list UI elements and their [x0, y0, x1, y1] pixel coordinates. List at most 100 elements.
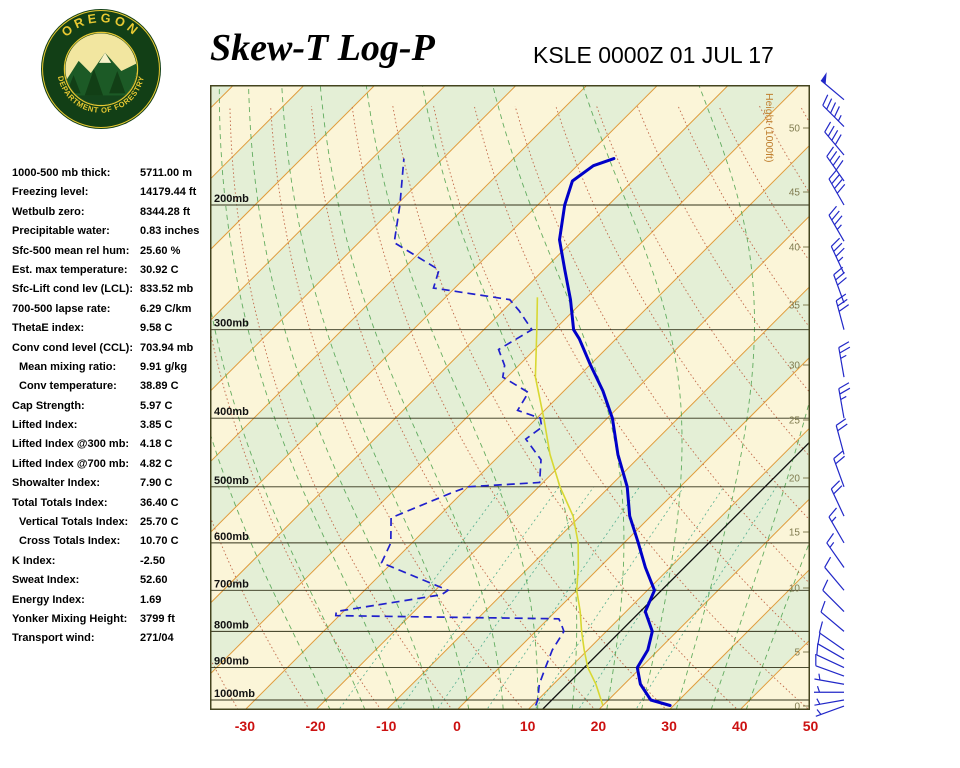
- temp-axis-tick-label: 10: [519, 718, 536, 734]
- wind-barb: [828, 205, 845, 242]
- index-value: 3799 ft: [140, 612, 175, 625]
- reference-line: [541, 440, 810, 710]
- index-value: -2.50: [140, 554, 166, 567]
- index-value: 833.52 mb: [140, 283, 194, 296]
- index-label: Cross Totals Index:: [19, 535, 121, 548]
- index-row: Conv temperature: 38.89 C: [12, 380, 212, 399]
- wind-barb: [822, 94, 845, 128]
- moist-adiabat-line: [218, 85, 401, 710]
- isotherm-line: [210, 85, 376, 251]
- pressure-label: 400mb: [214, 406, 249, 418]
- station-datetime: KSLE 0000Z 01 JUL 17: [533, 42, 774, 68]
- pressure-label: 300mb: [214, 318, 249, 330]
- pressure-label: 800mb: [214, 619, 249, 631]
- wind-barb: [828, 169, 846, 206]
- isotherm-line: [210, 85, 447, 322]
- index-label: Conv temperature:: [19, 380, 117, 393]
- moist-adiabat-line: [421, 85, 578, 710]
- index-label: 1000-500 mb thick:: [12, 167, 111, 179]
- wind-barb: [817, 632, 845, 660]
- mixing-ratio-line: [398, 486, 560, 710]
- index-row: Vertical Totals Index: 25.70 C: [12, 516, 212, 535]
- moist-adiabat-line: [210, 303, 366, 710]
- wind-barb-column: [814, 72, 851, 717]
- isotherm-line: [527, 426, 810, 710]
- plot-area: [210, 85, 810, 710]
- index-value: 271/04: [140, 632, 174, 645]
- index-label: Cap Strength:: [12, 399, 85, 412]
- odf-logo-seal: OREGON DEPARTMENT OF FORESTRY: [41, 9, 161, 129]
- index-label: Mean mixing ratio:: [19, 360, 117, 373]
- odf-logo: OREGON DEPARTMENT OF FORESTRY: [40, 8, 162, 130]
- pressure-label: 700mb: [214, 578, 249, 590]
- height-tick-label: 15: [789, 528, 801, 539]
- pressure-label: 200mb: [214, 193, 249, 205]
- index-value: 10.70 C: [140, 535, 179, 548]
- index-row: Mean mixing ratio: 9.91 g/kg: [12, 361, 212, 380]
- temp-axis-tick-label: 30: [661, 718, 677, 734]
- index-value: 5711.00 m: [140, 167, 192, 179]
- plot-border: [210, 85, 810, 710]
- index-row: Yonker Mixing Height: 3799 ft: [12, 613, 212, 632]
- index-label: Lifted Index @700 mb:: [12, 457, 130, 470]
- index-label: ThetaE index:: [12, 322, 85, 335]
- index-value: 38.89 C: [140, 380, 179, 393]
- isotherm-line: [598, 497, 810, 710]
- index-label: Yonker Mixing Height:: [12, 612, 128, 625]
- temperature-trace: [558, 157, 672, 707]
- index-row: Conv cond level (CCL): 703.94 mb: [12, 342, 212, 361]
- index-row: Transport wind: 271/04: [12, 632, 212, 651]
- wind-barb: [815, 654, 845, 677]
- index-row: Lifted Index: 3.85 C: [12, 419, 212, 438]
- wind-barb: [835, 418, 848, 455]
- height-tick-label: 30: [789, 361, 801, 372]
- index-value: 9.58 C: [140, 322, 173, 335]
- isotherm-line: [668, 568, 810, 710]
- moist-adiabat-line: [248, 85, 435, 710]
- dry-adiabat-line: [433, 106, 810, 710]
- wind-barb: [820, 600, 845, 632]
- index-value: 30.92 C: [140, 263, 179, 276]
- wind-barb: [815, 705, 845, 717]
- temp-axis-tick-label: 20: [590, 718, 607, 734]
- index-row: Freezing level: 14179.44 ft: [12, 186, 212, 205]
- moist-adiabat-line: [210, 431, 331, 710]
- isotherm-line: [210, 85, 588, 463]
- wind-barb: [826, 533, 845, 568]
- mixing-ratio-line: [577, 486, 725, 710]
- index-value: 6.29 C/km: [140, 302, 192, 315]
- isotherm-line: [210, 85, 729, 605]
- wind-barb: [814, 698, 845, 706]
- height-tick-label: 10: [789, 584, 801, 595]
- isotherm-band: [210, 85, 810, 710]
- dewpoint-trace: [334, 158, 565, 706]
- index-value: 8344.28 ft: [140, 205, 191, 218]
- index-value: 703.94 mb: [140, 341, 194, 354]
- index-label: Wetbulb zero:: [12, 205, 85, 218]
- index-value: 36.40 C: [140, 496, 179, 509]
- wind-barb: [824, 121, 845, 156]
- dry-adiabat-line: [392, 106, 739, 710]
- index-label: Total Totals Index:: [12, 496, 108, 509]
- wind-barb: [822, 579, 845, 612]
- height-tick-label: 25: [789, 416, 801, 427]
- wind-barb-panel: [810, 60, 896, 732]
- pressure-label: 500mb: [214, 475, 249, 487]
- index-label: K Index:: [12, 554, 56, 567]
- mixing-ratio-line: [635, 486, 777, 710]
- index-value: 3.85 C: [140, 419, 173, 432]
- isotherm-line: [456, 356, 810, 710]
- index-row: Est. max temperature: 30.92 C: [12, 264, 212, 283]
- height-tick-label: 45: [789, 188, 801, 199]
- isotherm-line: [210, 85, 659, 534]
- wind-barb: [814, 686, 844, 693]
- height-tick-label: 0: [794, 702, 800, 711]
- logo-scene: [65, 33, 137, 105]
- index-value: 52.60: [140, 574, 168, 587]
- index-value: 7.90 C: [140, 477, 173, 490]
- wind-barb: [824, 556, 845, 591]
- index-row: Sweat Index: 52.60: [12, 574, 212, 593]
- index-row: Precipitable water: 0.83 inches: [12, 225, 212, 244]
- index-label: Est. max temperature:: [12, 263, 128, 276]
- temp-axis-tick-label: -10: [376, 718, 397, 734]
